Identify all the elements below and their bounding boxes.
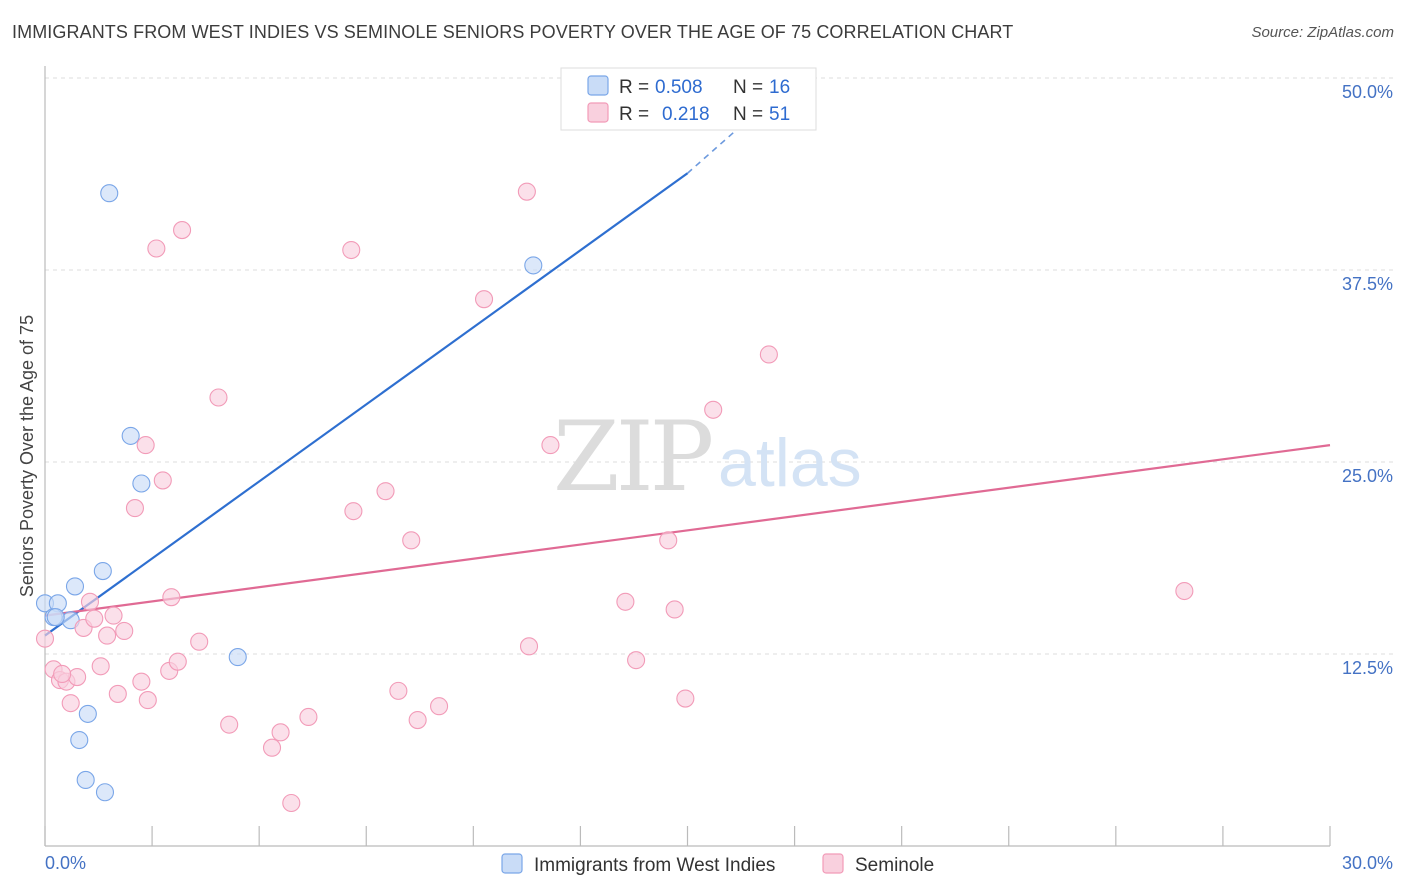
legend-r-label-2: R = <box>619 104 649 125</box>
seminole-point-32 <box>344 502 363 521</box>
west-indies-point-15 <box>46 608 65 627</box>
legend-n-value-2: 51 <box>769 104 790 125</box>
west-indies-point-7 <box>121 426 140 445</box>
west-indies-point-12 <box>70 730 89 750</box>
x-axis-ticks <box>44 826 1331 846</box>
seminole-point-11 <box>104 606 123 625</box>
y-tick-label-0: 12.5% <box>1342 658 1393 678</box>
seminole-point-34 <box>389 681 408 700</box>
legend-swatch-seminole <box>587 102 609 123</box>
y-tick-label-2: 37.5% <box>1342 274 1393 294</box>
seminole-point-14 <box>125 499 144 518</box>
west-indies-point-13 <box>76 770 95 790</box>
y-axis-label: Seniors Poverty Over the Age of 75 <box>17 315 37 597</box>
watermark-zip: ZIP <box>553 401 712 513</box>
legend-n-value-1: 16 <box>769 77 790 98</box>
bottom-legend-swatch-seminole <box>822 853 844 874</box>
seminole-point-13 <box>115 621 134 641</box>
seminole-point-30 <box>299 707 318 727</box>
seminole-point-16 <box>136 436 155 455</box>
trend-line-1 <box>44 444 1331 617</box>
seminole-point-46 <box>676 689 695 708</box>
watermark-atlas: atlas <box>718 425 862 501</box>
west-indies-point-14 <box>95 783 115 802</box>
west-indies-point-8 <box>132 474 151 493</box>
legend-r-label-1: R = <box>619 77 649 98</box>
seminole-point-50 <box>53 664 72 684</box>
seminole-point-36 <box>408 710 427 730</box>
seminole-point-44 <box>659 531 678 550</box>
y-tick-label-3: 50.0% <box>1342 82 1393 102</box>
x-tick-label-max: 30.0% <box>1342 853 1393 873</box>
legend-swatch-west-indies <box>587 75 609 96</box>
bottom-legend-label-west-indies: Immigrants from West Indies <box>534 855 775 876</box>
seminole-point-39 <box>517 182 536 201</box>
seminole-point-37 <box>430 697 449 716</box>
seminole-point-33 <box>376 482 395 501</box>
seminole-point-45 <box>665 600 684 619</box>
source-label: Source: ZipAtlas.com <box>1251 24 1394 41</box>
seminole-point-49 <box>1175 581 1194 601</box>
bottom-legend-label-seminole: Seminole <box>855 855 934 876</box>
seminole-point-8 <box>85 609 104 628</box>
seminole-point-29 <box>282 793 301 813</box>
trend-line-0 <box>44 172 689 637</box>
data-points <box>35 182 1194 813</box>
legend-n-label-1: N = <box>733 77 763 98</box>
legend-n-label-2: N = <box>733 104 763 125</box>
seminole-point-15 <box>132 672 151 691</box>
seminole-point-43 <box>627 651 646 670</box>
seminole-point-5 <box>68 667 87 687</box>
seminole-point-23 <box>173 221 192 240</box>
seminole-point-48 <box>759 345 778 364</box>
seminole-point-38 <box>474 290 494 309</box>
watermark: ZIP atlas <box>553 401 862 513</box>
seminole-point-25 <box>209 388 228 407</box>
stats-legend: R = 0.508 N = 16 R = 0.218 N = 51 <box>560 67 817 131</box>
x-tick-label-min: 0.0% <box>45 853 86 873</box>
series-legend: Immigrants from West Indies Seminole <box>501 853 934 876</box>
seminole-point-24 <box>190 632 209 651</box>
seminole-point-10 <box>98 626 117 645</box>
seminole-point-20 <box>162 588 181 607</box>
seminole-point-27 <box>262 738 282 757</box>
west-indies-point-11 <box>78 704 97 723</box>
seminole-point-26 <box>220 715 239 734</box>
seminole-point-7 <box>80 592 100 611</box>
seminole-point-47 <box>704 400 723 419</box>
y-tick-labels: 12.5% 25.0% 37.5% 50.0% <box>1342 82 1393 678</box>
seminole-point-35 <box>402 531 421 550</box>
seminole-point-28 <box>271 723 290 742</box>
west-indies-point-6 <box>100 184 119 203</box>
west-indies-point-4 <box>65 577 85 596</box>
seminole-point-9 <box>91 657 110 676</box>
legend-r-value-2: 0.218 <box>662 104 710 125</box>
west-indies-point-5 <box>93 562 112 581</box>
trend-lines <box>44 115 1331 637</box>
y-tick-label-1: 25.0% <box>1342 466 1393 486</box>
seminole-point-41 <box>541 436 560 455</box>
seminole-point-31 <box>342 240 361 260</box>
seminole-point-0 <box>35 629 55 648</box>
gridlines <box>45 77 1393 655</box>
seminole-point-18 <box>147 239 166 258</box>
seminole-point-12 <box>108 684 127 703</box>
legend-r-value-1: 0.508 <box>655 77 703 98</box>
chart-title: IMMIGRANTS FROM WEST INDIES VS SEMINOLE … <box>12 22 1014 42</box>
seminole-point-17 <box>138 691 157 710</box>
seminole-point-19 <box>153 471 172 490</box>
bottom-legend-swatch-west-indies <box>501 853 523 874</box>
seminole-point-22 <box>168 652 187 671</box>
seminole-point-40 <box>519 637 539 656</box>
west-indies-point-10 <box>524 256 543 275</box>
seminole-point-42 <box>616 592 635 611</box>
seminole-point-4 <box>61 694 80 713</box>
west-indies-point-9 <box>228 648 247 667</box>
